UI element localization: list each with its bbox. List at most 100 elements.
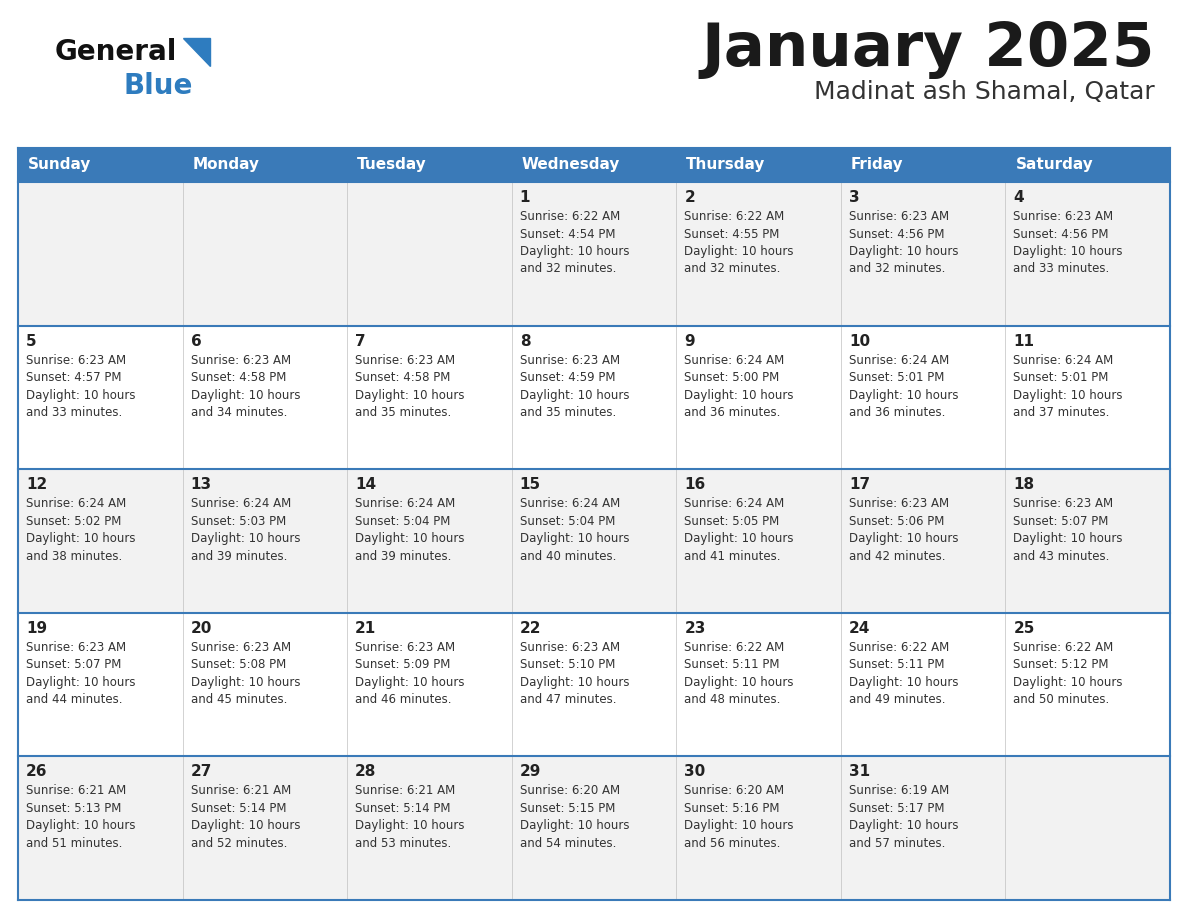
- Bar: [1005, 326, 1170, 469]
- Bar: [512, 326, 676, 469]
- Text: 7: 7: [355, 333, 366, 349]
- Bar: [1005, 469, 1170, 613]
- Text: Saturday: Saturday: [1016, 158, 1093, 173]
- Text: Blue: Blue: [124, 72, 192, 100]
- Text: 21: 21: [355, 621, 377, 636]
- Text: 14: 14: [355, 477, 377, 492]
- Text: Tuesday: Tuesday: [358, 158, 426, 173]
- Text: Sunrise: 6:24 AM
Sunset: 5:01 PM
Daylight: 10 hours
and 36 minutes.: Sunrise: 6:24 AM Sunset: 5:01 PM Dayligh…: [849, 353, 959, 420]
- Bar: [347, 326, 512, 469]
- Text: Sunrise: 6:19 AM
Sunset: 5:17 PM
Daylight: 10 hours
and 57 minutes.: Sunrise: 6:19 AM Sunset: 5:17 PM Dayligh…: [849, 784, 959, 850]
- Text: 31: 31: [849, 765, 870, 779]
- Text: 18: 18: [1013, 477, 1035, 492]
- Bar: [676, 148, 841, 182]
- Text: 2: 2: [684, 190, 695, 205]
- Text: Wednesday: Wednesday: [522, 158, 620, 173]
- Bar: [1005, 613, 1170, 756]
- Text: January 2025: January 2025: [702, 20, 1155, 79]
- Bar: [183, 613, 347, 756]
- Text: 23: 23: [684, 621, 706, 636]
- Text: Sunrise: 6:22 AM
Sunset: 5:12 PM
Daylight: 10 hours
and 50 minutes.: Sunrise: 6:22 AM Sunset: 5:12 PM Dayligh…: [1013, 641, 1123, 706]
- Text: 6: 6: [190, 333, 201, 349]
- Bar: [183, 182, 347, 326]
- Text: Sunrise: 6:24 AM
Sunset: 5:03 PM
Daylight: 10 hours
and 39 minutes.: Sunrise: 6:24 AM Sunset: 5:03 PM Dayligh…: [190, 498, 301, 563]
- Text: 20: 20: [190, 621, 211, 636]
- Text: Sunrise: 6:22 AM
Sunset: 4:54 PM
Daylight: 10 hours
and 32 minutes.: Sunrise: 6:22 AM Sunset: 4:54 PM Dayligh…: [519, 210, 630, 275]
- Text: 9: 9: [684, 333, 695, 349]
- Text: Sunrise: 6:23 AM
Sunset: 5:10 PM
Daylight: 10 hours
and 47 minutes.: Sunrise: 6:23 AM Sunset: 5:10 PM Dayligh…: [519, 641, 630, 706]
- Text: Friday: Friday: [851, 158, 904, 173]
- Text: Sunrise: 6:21 AM
Sunset: 5:13 PM
Daylight: 10 hours
and 51 minutes.: Sunrise: 6:21 AM Sunset: 5:13 PM Dayligh…: [26, 784, 135, 850]
- Text: 15: 15: [519, 477, 541, 492]
- Bar: [18, 613, 183, 756]
- Text: Madinat ash Shamal, Qatar: Madinat ash Shamal, Qatar: [814, 80, 1155, 104]
- Bar: [512, 182, 676, 326]
- Text: Sunrise: 6:24 AM
Sunset: 5:00 PM
Daylight: 10 hours
and 36 minutes.: Sunrise: 6:24 AM Sunset: 5:00 PM Dayligh…: [684, 353, 794, 420]
- Text: Sunrise: 6:23 AM
Sunset: 5:07 PM
Daylight: 10 hours
and 44 minutes.: Sunrise: 6:23 AM Sunset: 5:07 PM Dayligh…: [26, 641, 135, 706]
- Text: Sunrise: 6:21 AM
Sunset: 5:14 PM
Daylight: 10 hours
and 52 minutes.: Sunrise: 6:21 AM Sunset: 5:14 PM Dayligh…: [190, 784, 301, 850]
- Bar: [18, 148, 183, 182]
- Bar: [347, 182, 512, 326]
- Text: 29: 29: [519, 765, 541, 779]
- Bar: [512, 756, 676, 900]
- Bar: [676, 756, 841, 900]
- Bar: [512, 469, 676, 613]
- Text: 1: 1: [519, 190, 530, 205]
- Text: 4: 4: [1013, 190, 1024, 205]
- Text: 27: 27: [190, 765, 211, 779]
- Bar: [183, 148, 347, 182]
- Text: 30: 30: [684, 765, 706, 779]
- Text: Sunrise: 6:23 AM
Sunset: 5:07 PM
Daylight: 10 hours
and 43 minutes.: Sunrise: 6:23 AM Sunset: 5:07 PM Dayligh…: [1013, 498, 1123, 563]
- Text: 10: 10: [849, 333, 870, 349]
- Text: Sunrise: 6:20 AM
Sunset: 5:15 PM
Daylight: 10 hours
and 54 minutes.: Sunrise: 6:20 AM Sunset: 5:15 PM Dayligh…: [519, 784, 630, 850]
- Text: 22: 22: [519, 621, 542, 636]
- Text: Sunrise: 6:23 AM
Sunset: 4:56 PM
Daylight: 10 hours
and 33 minutes.: Sunrise: 6:23 AM Sunset: 4:56 PM Dayligh…: [1013, 210, 1123, 275]
- Text: 3: 3: [849, 190, 859, 205]
- Bar: [676, 613, 841, 756]
- Bar: [347, 469, 512, 613]
- Text: Sunrise: 6:24 AM
Sunset: 5:02 PM
Daylight: 10 hours
and 38 minutes.: Sunrise: 6:24 AM Sunset: 5:02 PM Dayligh…: [26, 498, 135, 563]
- Text: Sunrise: 6:20 AM
Sunset: 5:16 PM
Daylight: 10 hours
and 56 minutes.: Sunrise: 6:20 AM Sunset: 5:16 PM Dayligh…: [684, 784, 794, 850]
- Text: 8: 8: [519, 333, 530, 349]
- Text: 5: 5: [26, 333, 37, 349]
- Text: Sunrise: 6:22 AM
Sunset: 5:11 PM
Daylight: 10 hours
and 48 minutes.: Sunrise: 6:22 AM Sunset: 5:11 PM Dayligh…: [684, 641, 794, 706]
- Text: Sunrise: 6:22 AM
Sunset: 5:11 PM
Daylight: 10 hours
and 49 minutes.: Sunrise: 6:22 AM Sunset: 5:11 PM Dayligh…: [849, 641, 959, 706]
- Bar: [18, 326, 183, 469]
- Bar: [676, 469, 841, 613]
- Text: 17: 17: [849, 477, 870, 492]
- Text: Thursday: Thursday: [687, 158, 765, 173]
- Text: General: General: [55, 38, 177, 66]
- Bar: [676, 182, 841, 326]
- Text: Sunrise: 6:23 AM
Sunset: 5:06 PM
Daylight: 10 hours
and 42 minutes.: Sunrise: 6:23 AM Sunset: 5:06 PM Dayligh…: [849, 498, 959, 563]
- Text: Monday: Monday: [192, 158, 259, 173]
- Polygon shape: [183, 38, 210, 66]
- Text: 28: 28: [355, 765, 377, 779]
- Text: Sunrise: 6:24 AM
Sunset: 5:05 PM
Daylight: 10 hours
and 41 minutes.: Sunrise: 6:24 AM Sunset: 5:05 PM Dayligh…: [684, 498, 794, 563]
- Bar: [1005, 182, 1170, 326]
- Bar: [1005, 756, 1170, 900]
- Bar: [347, 148, 512, 182]
- Text: Sunrise: 6:23 AM
Sunset: 5:08 PM
Daylight: 10 hours
and 45 minutes.: Sunrise: 6:23 AM Sunset: 5:08 PM Dayligh…: [190, 641, 301, 706]
- Text: 16: 16: [684, 477, 706, 492]
- Text: Sunrise: 6:23 AM
Sunset: 4:59 PM
Daylight: 10 hours
and 35 minutes.: Sunrise: 6:23 AM Sunset: 4:59 PM Dayligh…: [519, 353, 630, 420]
- Bar: [841, 326, 1005, 469]
- Text: 25: 25: [1013, 621, 1035, 636]
- Text: Sunrise: 6:24 AM
Sunset: 5:04 PM
Daylight: 10 hours
and 40 minutes.: Sunrise: 6:24 AM Sunset: 5:04 PM Dayligh…: [519, 498, 630, 563]
- Bar: [183, 756, 347, 900]
- Bar: [841, 756, 1005, 900]
- Bar: [347, 613, 512, 756]
- Text: Sunrise: 6:22 AM
Sunset: 4:55 PM
Daylight: 10 hours
and 32 minutes.: Sunrise: 6:22 AM Sunset: 4:55 PM Dayligh…: [684, 210, 794, 275]
- Text: Sunrise: 6:23 AM
Sunset: 4:57 PM
Daylight: 10 hours
and 33 minutes.: Sunrise: 6:23 AM Sunset: 4:57 PM Dayligh…: [26, 353, 135, 420]
- Bar: [512, 613, 676, 756]
- Bar: [841, 469, 1005, 613]
- Bar: [676, 326, 841, 469]
- Text: 24: 24: [849, 621, 871, 636]
- Text: Sunrise: 6:24 AM
Sunset: 5:04 PM
Daylight: 10 hours
and 39 minutes.: Sunrise: 6:24 AM Sunset: 5:04 PM Dayligh…: [355, 498, 465, 563]
- Bar: [183, 326, 347, 469]
- Bar: [841, 613, 1005, 756]
- Text: 12: 12: [26, 477, 48, 492]
- Text: 13: 13: [190, 477, 211, 492]
- Bar: [841, 182, 1005, 326]
- Text: Sunrise: 6:23 AM
Sunset: 4:58 PM
Daylight: 10 hours
and 35 minutes.: Sunrise: 6:23 AM Sunset: 4:58 PM Dayligh…: [355, 353, 465, 420]
- Bar: [512, 148, 676, 182]
